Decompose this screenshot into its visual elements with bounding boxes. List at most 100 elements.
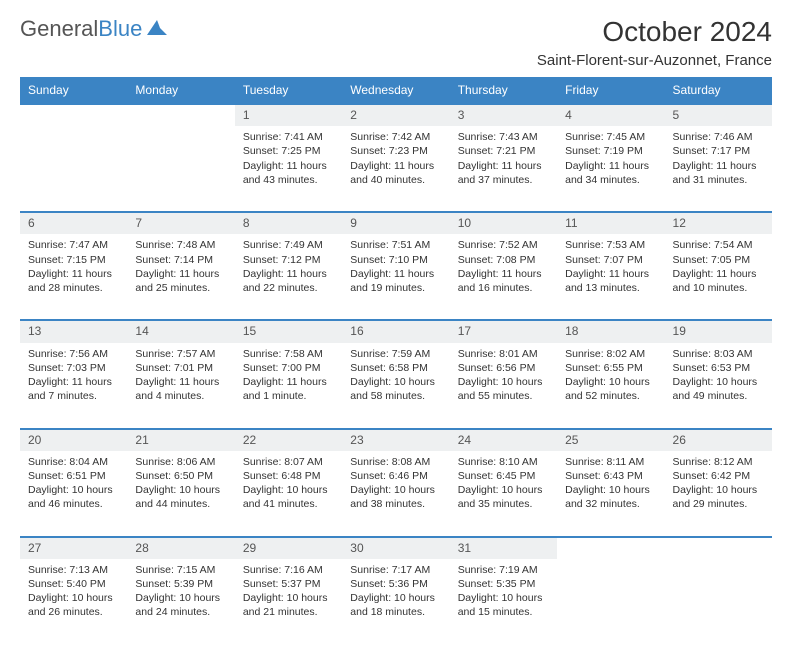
day-content-row: Sunrise: 7:56 AM Sunset: 7:03 PM Dayligh… [20,343,772,429]
day-cell: Sunrise: 7:17 AM Sunset: 5:36 PM Dayligh… [342,559,449,645]
day-cell: Sunrise: 7:42 AM Sunset: 7:23 PM Dayligh… [342,126,449,212]
day-cell: Sunrise: 7:52 AM Sunset: 7:08 PM Dayligh… [450,234,557,320]
day-details: Sunrise: 7:13 AM Sunset: 5:40 PM Dayligh… [28,563,119,620]
day-cell: Sunrise: 8:03 AM Sunset: 6:53 PM Dayligh… [665,343,772,429]
day-number-row: 13141516171819 [20,320,772,342]
day-number: 26 [665,429,772,451]
day-number: 13 [20,320,127,342]
day-header: Wednesday [342,77,449,104]
day-cell [127,126,234,212]
day-number: 31 [450,537,557,559]
day-details: Sunrise: 7:58 AM Sunset: 7:00 PM Dayligh… [243,347,334,404]
day-details: Sunrise: 7:49 AM Sunset: 7:12 PM Dayligh… [243,238,334,295]
day-details: Sunrise: 7:52 AM Sunset: 7:08 PM Dayligh… [458,238,549,295]
day-header: Saturday [665,77,772,104]
day-number: 8 [235,212,342,234]
day-cell: Sunrise: 7:41 AM Sunset: 7:25 PM Dayligh… [235,126,342,212]
day-number: 12 [665,212,772,234]
day-number: 24 [450,429,557,451]
day-details: Sunrise: 7:41 AM Sunset: 7:25 PM Dayligh… [243,130,334,187]
day-header: Monday [127,77,234,104]
day-details: Sunrise: 7:51 AM Sunset: 7:10 PM Dayligh… [350,238,441,295]
day-details: Sunrise: 7:19 AM Sunset: 5:35 PM Dayligh… [458,563,549,620]
day-cell: Sunrise: 8:08 AM Sunset: 6:46 PM Dayligh… [342,451,449,537]
day-header: Friday [557,77,664,104]
day-cell: Sunrise: 8:12 AM Sunset: 6:42 PM Dayligh… [665,451,772,537]
day-number: 19 [665,320,772,342]
day-number: 15 [235,320,342,342]
day-details: Sunrise: 8:06 AM Sunset: 6:50 PM Dayligh… [135,455,226,512]
day-number [127,104,234,126]
day-cell: Sunrise: 7:46 AM Sunset: 7:17 PM Dayligh… [665,126,772,212]
day-cell: Sunrise: 7:51 AM Sunset: 7:10 PM Dayligh… [342,234,449,320]
day-details: Sunrise: 8:03 AM Sunset: 6:53 PM Dayligh… [673,347,764,404]
day-cell: Sunrise: 7:15 AM Sunset: 5:39 PM Dayligh… [127,559,234,645]
day-number: 1 [235,104,342,126]
day-details: Sunrise: 8:04 AM Sunset: 6:51 PM Dayligh… [28,455,119,512]
header: GeneralBlue October 2024 Saint-Florent-s… [20,16,772,69]
day-details: Sunrise: 8:01 AM Sunset: 6:56 PM Dayligh… [458,347,549,404]
day-cell: Sunrise: 7:56 AM Sunset: 7:03 PM Dayligh… [20,343,127,429]
day-number-row: 12345 [20,104,772,126]
day-header: Sunday [20,77,127,104]
month-title: October 2024 [537,16,772,48]
brand-text-1: General [20,16,98,42]
day-cell [557,559,664,645]
day-cell: Sunrise: 8:04 AM Sunset: 6:51 PM Dayligh… [20,451,127,537]
day-cell: Sunrise: 7:59 AM Sunset: 6:58 PM Dayligh… [342,343,449,429]
day-header: Thursday [450,77,557,104]
brand-logo: GeneralBlue [20,16,168,42]
day-cell: Sunrise: 7:43 AM Sunset: 7:21 PM Dayligh… [450,126,557,212]
day-number: 6 [20,212,127,234]
day-number: 25 [557,429,664,451]
day-details: Sunrise: 7:57 AM Sunset: 7:01 PM Dayligh… [135,347,226,404]
day-details: Sunrise: 7:17 AM Sunset: 5:36 PM Dayligh… [350,563,441,620]
day-cell [20,126,127,212]
day-details: Sunrise: 8:10 AM Sunset: 6:45 PM Dayligh… [458,455,549,512]
day-details: Sunrise: 8:12 AM Sunset: 6:42 PM Dayligh… [673,455,764,512]
day-content-row: Sunrise: 7:13 AM Sunset: 5:40 PM Dayligh… [20,559,772,645]
day-number: 14 [127,320,234,342]
day-number: 30 [342,537,449,559]
day-number: 23 [342,429,449,451]
location: Saint-Florent-sur-Auzonnet, France [537,52,772,69]
day-number: 28 [127,537,234,559]
brand-text-2: Blue [98,16,142,42]
day-number: 17 [450,320,557,342]
day-number: 20 [20,429,127,451]
day-header: Tuesday [235,77,342,104]
day-number: 9 [342,212,449,234]
day-number: 27 [20,537,127,559]
day-details: Sunrise: 7:45 AM Sunset: 7:19 PM Dayligh… [565,130,656,187]
day-cell [665,559,772,645]
day-cell: Sunrise: 7:57 AM Sunset: 7:01 PM Dayligh… [127,343,234,429]
day-cell: Sunrise: 7:13 AM Sunset: 5:40 PM Dayligh… [20,559,127,645]
day-cell: Sunrise: 7:48 AM Sunset: 7:14 PM Dayligh… [127,234,234,320]
day-cell: Sunrise: 7:54 AM Sunset: 7:05 PM Dayligh… [665,234,772,320]
day-number: 3 [450,104,557,126]
day-details: Sunrise: 7:54 AM Sunset: 7:05 PM Dayligh… [673,238,764,295]
day-details: Sunrise: 7:59 AM Sunset: 6:58 PM Dayligh… [350,347,441,404]
day-number: 11 [557,212,664,234]
day-cell: Sunrise: 8:07 AM Sunset: 6:48 PM Dayligh… [235,451,342,537]
day-details: Sunrise: 8:02 AM Sunset: 6:55 PM Dayligh… [565,347,656,404]
day-number: 5 [665,104,772,126]
day-number: 10 [450,212,557,234]
day-number: 29 [235,537,342,559]
day-details: Sunrise: 7:43 AM Sunset: 7:21 PM Dayligh… [458,130,549,187]
day-details: Sunrise: 7:48 AM Sunset: 7:14 PM Dayligh… [135,238,226,295]
day-details: Sunrise: 7:56 AM Sunset: 7:03 PM Dayligh… [28,347,119,404]
day-content-row: Sunrise: 7:47 AM Sunset: 7:15 PM Dayligh… [20,234,772,320]
day-details: Sunrise: 7:15 AM Sunset: 5:39 PM Dayligh… [135,563,226,620]
day-number: 4 [557,104,664,126]
title-block: October 2024 Saint-Florent-sur-Auzonnet,… [537,16,772,69]
day-details: Sunrise: 8:11 AM Sunset: 6:43 PM Dayligh… [565,455,656,512]
day-details: Sunrise: 7:47 AM Sunset: 7:15 PM Dayligh… [28,238,119,295]
day-details: Sunrise: 7:46 AM Sunset: 7:17 PM Dayligh… [673,130,764,187]
day-number: 18 [557,320,664,342]
day-cell: Sunrise: 8:10 AM Sunset: 6:45 PM Dayligh… [450,451,557,537]
day-cell: Sunrise: 8:02 AM Sunset: 6:55 PM Dayligh… [557,343,664,429]
day-cell: Sunrise: 7:47 AM Sunset: 7:15 PM Dayligh… [20,234,127,320]
day-cell: Sunrise: 8:11 AM Sunset: 6:43 PM Dayligh… [557,451,664,537]
day-number: 16 [342,320,449,342]
